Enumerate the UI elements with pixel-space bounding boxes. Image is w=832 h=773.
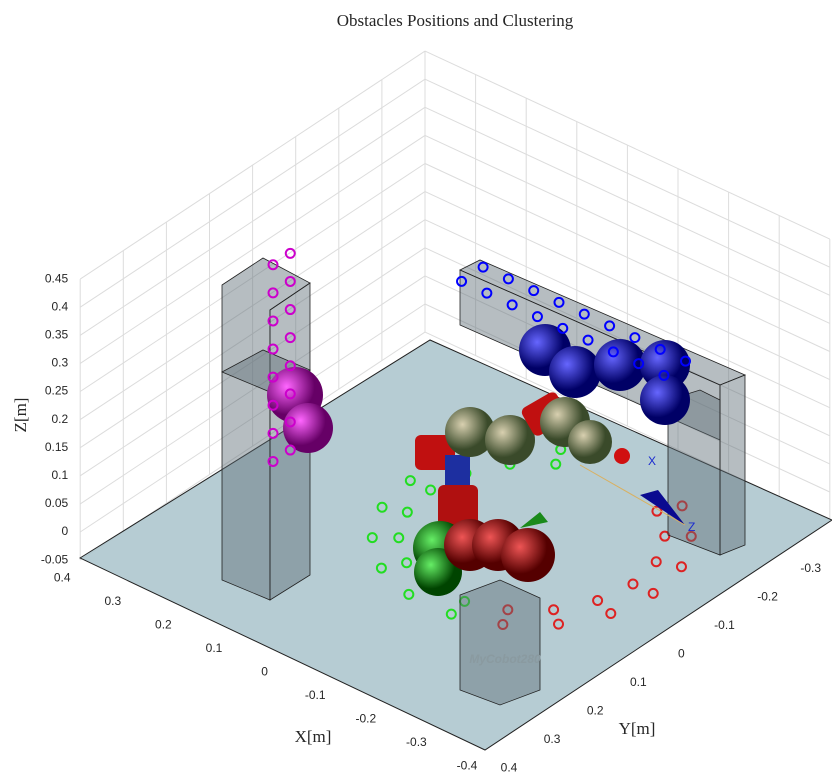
frame-marker [614, 448, 630, 464]
y-tick-label: -0.3 [800, 561, 821, 575]
y-axis-label: Y[m] [619, 719, 656, 738]
x-tick-label: 0.1 [206, 641, 223, 655]
sphere [501, 528, 555, 582]
y-tick-label: 0.2 [587, 703, 604, 717]
x-tick-label: -0.3 [406, 735, 427, 749]
y-tick-label: 0.1 [630, 675, 647, 689]
z-tick-label: 0.3 [52, 356, 69, 370]
x-tick-label: 0.2 [155, 617, 172, 631]
x-axis-label: X[m] [295, 727, 332, 746]
z-tick-label: 0 [62, 524, 69, 538]
x-tick-label: 0.4 [54, 570, 71, 584]
x-tick-label: 0 [261, 664, 268, 678]
z-tick-label: 0.35 [45, 327, 69, 341]
bar [720, 375, 745, 555]
x-tick-label: 0.3 [104, 594, 121, 608]
z-tick-label: 0.45 [45, 271, 69, 285]
sphere [640, 375, 690, 425]
pillar [460, 580, 540, 705]
x-tick-label: -0.1 [305, 688, 326, 702]
sphere [594, 339, 646, 391]
z-tick-label: -0.05 [41, 552, 69, 566]
watermark: MyCobot280 [469, 652, 541, 666]
x-tick-label: -0.2 [355, 711, 376, 725]
z-tick-label: 0.05 [45, 496, 69, 510]
y-tick-label: 0 [678, 646, 685, 660]
z-axis-label: Z[m] [11, 398, 30, 433]
z-tick-label: 0.15 [45, 440, 69, 454]
frame-label: X [648, 454, 656, 468]
chart-title: Obstacles Positions and Clustering [337, 11, 574, 30]
z-tick-label: 0.25 [45, 384, 69, 398]
chart: MyCobot280 X Z Obstacles Positions and C… [0, 0, 832, 773]
z-tick-label: 0.1 [52, 468, 69, 482]
z-tick-label: 0.4 [52, 299, 69, 313]
x-tick-label: -0.4 [457, 758, 478, 772]
y-tick-label: -0.2 [757, 589, 778, 603]
frame-label: Z [688, 520, 695, 534]
y-tick-label: -0.1 [714, 618, 735, 632]
point [286, 249, 295, 258]
z-tick-label: 0.2 [52, 412, 69, 426]
y-tick-label: 0.4 [501, 760, 518, 773]
y-tick-label: 0.3 [544, 732, 561, 746]
sphere [568, 420, 612, 464]
sphere [549, 346, 601, 398]
